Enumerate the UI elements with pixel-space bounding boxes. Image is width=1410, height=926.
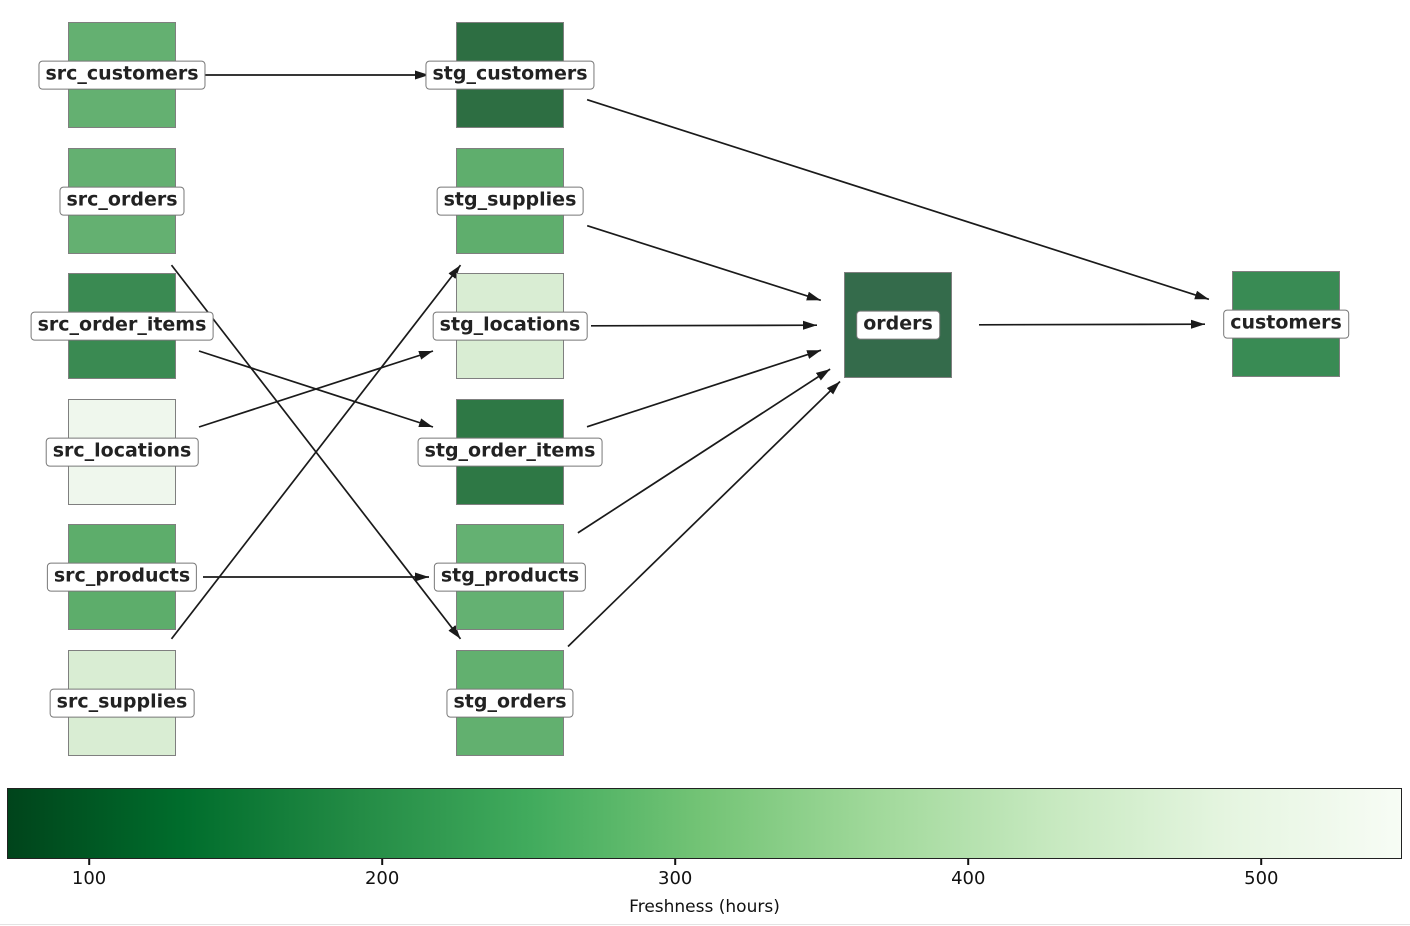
- colorbar-axis-label: Freshness (hours): [629, 897, 780, 917]
- colorbar-tick-label-500: 500: [1244, 868, 1279, 889]
- node-label-src_orders: src_orders: [59, 186, 185, 216]
- colorbar-tick-300: [674, 859, 676, 865]
- colorbar-tick-label-200: 200: [364, 868, 400, 889]
- edge-stg_customers-to-customers: [586, 98, 1210, 301]
- edge-src_locations-to-stg_locations: [198, 350, 434, 428]
- node-label-stg_customers: stg_customers: [425, 60, 595, 90]
- node-label-stg_supplies: stg_supplies: [436, 186, 584, 216]
- edge-stg_products-to-orders: [577, 368, 831, 534]
- edge-orders-to-customers: [978, 319, 1206, 329]
- node-label-src_order_items: src_order_items: [30, 311, 214, 341]
- figure-bottom-border: [0, 924, 1410, 925]
- node-label-src_customers: src_customers: [38, 60, 206, 90]
- edge-stg_order_items-to-orders: [586, 349, 822, 428]
- colorbar-tick-label-400: 400: [951, 868, 986, 889]
- colorbar-tick-500: [1260, 859, 1263, 865]
- colorbar-tick-400: [967, 859, 970, 865]
- node-label-orders: orders: [856, 310, 940, 340]
- edge-src_supplies-to-stg_supplies: [170, 264, 462, 640]
- colorbar-tick-label-300: 300: [658, 868, 693, 889]
- edge-stg_supplies-to-orders: [586, 224, 822, 302]
- node-label-src_supplies: src_supplies: [49, 688, 195, 718]
- edge-stg_locations-to-orders: [590, 320, 818, 330]
- node-label-stg_order_items: stg_order_items: [417, 437, 603, 467]
- node-label-customers: customers: [1223, 309, 1349, 339]
- node-label-stg_orders: stg_orders: [446, 688, 574, 718]
- colorbar-gradient: [7, 788, 1402, 859]
- node-label-stg_locations: stg_locations: [432, 311, 588, 341]
- edge-stg_orders-to-orders: [567, 380, 841, 648]
- colorbar-tick-100: [88, 859, 90, 865]
- node-label-src_locations: src_locations: [45, 437, 199, 467]
- colorbar-tick-200: [381, 859, 383, 865]
- node-label-src_products: src_products: [46, 562, 198, 592]
- node-label-stg_products: stg_products: [433, 562, 587, 592]
- colorbar-tick-label-100: 100: [71, 868, 107, 889]
